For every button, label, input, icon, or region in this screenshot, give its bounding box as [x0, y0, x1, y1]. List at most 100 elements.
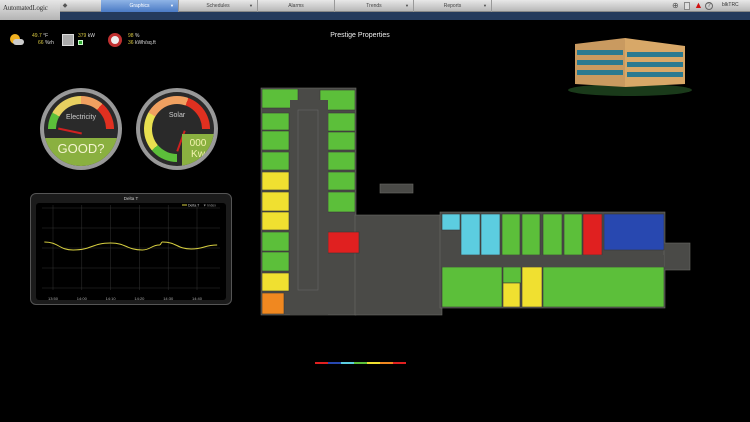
back-arrow-icon[interactable]: ◆: [62, 3, 68, 9]
solar-unit: Kw: [191, 149, 205, 160]
room-good[interactable]: [501, 213, 521, 256]
room-good[interactable]: [327, 171, 356, 191]
legend-swatch: [380, 362, 393, 364]
room-warm[interactable]: [261, 211, 290, 231]
room-warm[interactable]: [502, 282, 521, 308]
chart-title: Delta T: [123, 196, 139, 201]
room-cold[interactable]: [603, 213, 665, 251]
energy-value: 36: [128, 40, 134, 46]
legend-entry[interactable]: ▼ Index: [203, 204, 216, 208]
room-very_hot[interactable]: [261, 292, 285, 315]
efficiency-readout: 98 % 36 kWh/sq.ft: [128, 33, 156, 47]
printer-icon[interactable]: [684, 2, 690, 10]
electricity-gauge: Electricity GOOD?: [40, 88, 122, 170]
room-good[interactable]: [261, 130, 290, 151]
tab-label: Graphics: [129, 3, 150, 9]
tab-alarms[interactable]: Alarms: [258, 0, 335, 12]
stairwell: [297, 109, 319, 291]
trend-chart-panel: Delta T: [30, 193, 232, 305]
chevron-down-icon[interactable]: ▼: [249, 3, 253, 8]
tab-schedules[interactable]: Schedules ▼: [179, 0, 258, 12]
room-good[interactable]: [441, 266, 503, 308]
corridor: [442, 255, 664, 267]
room-hot[interactable]: [327, 231, 360, 254]
room-cool[interactable]: [441, 213, 461, 231]
tab-label: Reports: [443, 3, 462, 9]
room-hot[interactable]: [582, 213, 603, 256]
x-tick-label: 14:20: [134, 296, 145, 301]
user-menu[interactable]: blkTRC: [722, 2, 739, 8]
meter-icon: [62, 34, 74, 46]
x-tick-label: 13:50: [48, 296, 59, 301]
energy-unit: kWh/sq.ft: [134, 40, 156, 46]
efficiency-unit: %: [134, 33, 140, 39]
room-good[interactable]: [261, 88, 299, 109]
legend-swatch: [354, 362, 367, 364]
chevron-down-icon[interactable]: ▼: [483, 3, 487, 8]
alarm-warning-icon[interactable]: ▲: [694, 0, 703, 10]
room-good[interactable]: [521, 213, 541, 256]
legend-entry[interactable]: Delta T: [188, 204, 200, 208]
legend-swatch: [328, 362, 341, 364]
x-tick-label: 14:10: [106, 296, 117, 301]
humidity-unit: %rh: [44, 40, 54, 46]
room-good[interactable]: [261, 251, 290, 272]
efficiency-value: 98: [128, 33, 134, 39]
room-good[interactable]: [542, 266, 665, 308]
building-image: [568, 38, 692, 96]
room-good[interactable]: [261, 231, 290, 252]
room-warm[interactable]: [261, 171, 290, 191]
legend-swatch: [393, 362, 406, 364]
room-warm[interactable]: [261, 191, 290, 212]
power-unit: kW: [87, 33, 95, 39]
gauge-label: Solar: [168, 112, 186, 119]
solar-readout: 000 Kw: [182, 134, 214, 166]
series-line-delta-t: [44, 241, 218, 251]
x-tick-label: 14:30: [163, 296, 174, 301]
room-cool[interactable]: [460, 213, 481, 256]
room-good[interactable]: [542, 213, 563, 256]
gauge-label: Electricity: [66, 114, 96, 121]
room-warm[interactable]: [261, 272, 290, 292]
globe-icon[interactable]: ⊕: [672, 1, 679, 10]
x-tick-label: 14:40: [192, 296, 203, 301]
room-good[interactable]: [261, 151, 290, 171]
temperature-unit: °F: [43, 33, 49, 39]
temperature-legend: [315, 362, 406, 364]
tab-label: Schedules: [206, 3, 230, 9]
room-good[interactable]: [327, 112, 356, 132]
help-icon[interactable]: ?: [705, 2, 713, 10]
room-good[interactable]: [261, 112, 290, 131]
tab-graphics[interactable]: Graphics ▼: [101, 0, 179, 12]
temperature-value: 49.7: [32, 33, 42, 39]
page-title: Prestige Properties: [330, 32, 390, 39]
legend-swatch: [367, 362, 380, 364]
legend-swatch: [341, 362, 354, 364]
legend-swatch: [315, 362, 328, 364]
solar-gauge: Solar 000 Kw: [136, 88, 218, 170]
chevron-down-icon[interactable]: ▼: [170, 3, 174, 8]
tab-label: Trends: [366, 3, 382, 9]
room-good[interactable]: [327, 131, 356, 151]
room-good[interactable]: [502, 266, 522, 284]
solar-value: 000: [189, 138, 207, 149]
power-readout: 379 kW: [78, 33, 95, 48]
logo: AutomatedLogic: [0, 0, 60, 20]
room-good[interactable]: [327, 151, 356, 171]
humidity-value: 66: [38, 40, 44, 46]
chevron-down-icon[interactable]: ▼: [405, 3, 409, 8]
corridor: [290, 100, 328, 315]
room-good[interactable]: [327, 191, 356, 213]
gauge-status: GOOD?: [44, 138, 118, 166]
room-cool[interactable]: [480, 213, 501, 256]
tab-trends[interactable]: Trends ▼: [335, 0, 414, 12]
room-good[interactable]: [563, 213, 583, 256]
power-value: 379: [78, 33, 87, 39]
menu-bar-strip: [60, 12, 750, 20]
efficiency-icon: [108, 33, 122, 47]
status-icon: [78, 40, 83, 45]
tab-reports[interactable]: Reports ▼: [414, 0, 492, 12]
room-warm[interactable]: [521, 266, 543, 308]
